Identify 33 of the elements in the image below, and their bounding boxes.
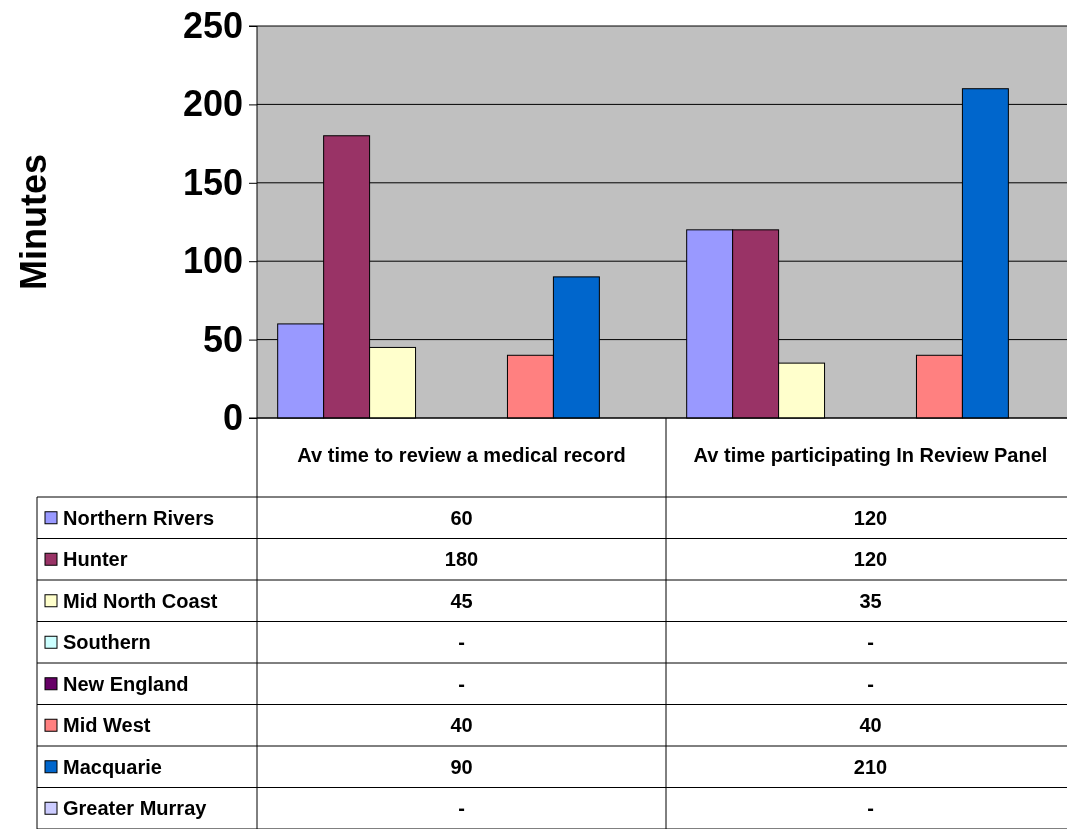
y-tick-label: 0 xyxy=(222,397,243,439)
text: - xyxy=(867,631,874,654)
data-label: 45 xyxy=(450,589,473,612)
data-label: 35 xyxy=(859,589,882,612)
data-label: 40 xyxy=(450,714,473,737)
y-tick-label: 150 xyxy=(182,161,243,203)
legend-label: Southern xyxy=(63,631,151,654)
data-label: 90 xyxy=(450,755,473,778)
y-axis-title: Minutes xyxy=(13,153,54,291)
legend-label: Mid West xyxy=(63,714,151,737)
y-tick-label: 100 xyxy=(182,240,243,282)
text: - xyxy=(867,797,874,820)
x-tick-label: Av time to review a medical record xyxy=(297,444,626,466)
text: - xyxy=(458,797,465,820)
legend-label: Mid North Coast xyxy=(63,589,218,612)
data-label: 40 xyxy=(859,714,882,737)
legend-label: Greater Murray xyxy=(63,797,208,820)
legend-label: Hunter xyxy=(63,548,128,571)
text: - xyxy=(867,672,874,695)
legend-label: Northern Rivers xyxy=(63,506,215,529)
legend-label: New England xyxy=(63,672,189,695)
data-label: 60 xyxy=(450,506,473,529)
data-label: 180 xyxy=(444,548,479,571)
x-tick-label: Av time participating In Review Panel xyxy=(693,444,1048,466)
data-label: 120 xyxy=(853,548,888,571)
y-tick-label: 50 xyxy=(202,318,243,360)
text: - xyxy=(458,631,465,654)
legend-label: Macquarie xyxy=(63,755,162,778)
y-tick-label: 200 xyxy=(182,83,243,125)
data-label: 210 xyxy=(853,755,888,778)
data-label: 120 xyxy=(853,506,888,529)
text: - xyxy=(458,672,465,695)
y-tick-label: 250 xyxy=(182,5,243,47)
